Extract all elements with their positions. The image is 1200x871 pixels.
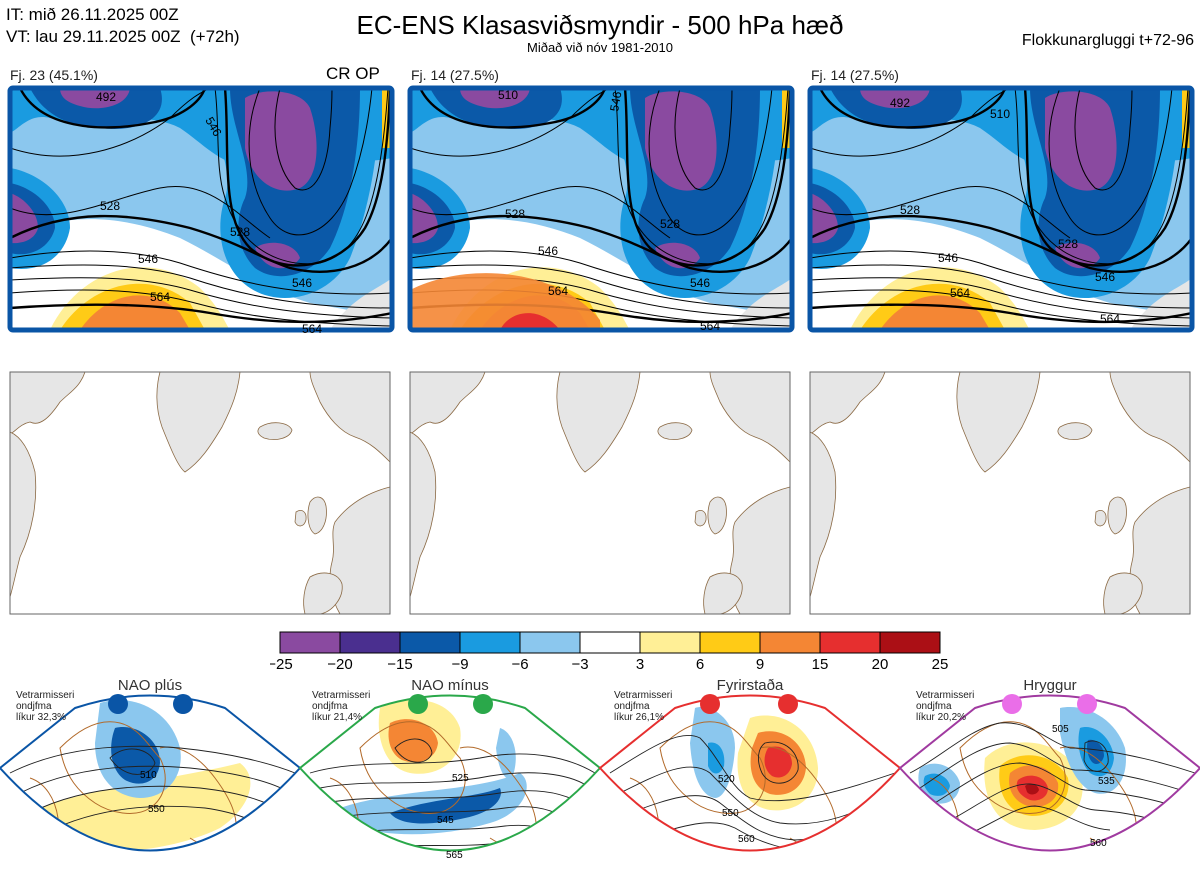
regime-prob-nao-minus: Vetrarmisseri ondjfma líkur 21,4% xyxy=(312,690,371,723)
cluster-1-contour-label: 528 xyxy=(100,199,120,213)
header-times: IT: mið 26.11.2025 00Z VT: lau 29.11.202… xyxy=(6,4,240,48)
regime-name-blocking: Fyrirstaða xyxy=(716,677,784,694)
valid-time: VT: lau 29.11.2025 00Z (+72h) xyxy=(6,27,240,46)
cluster-3-contour-label: 492 xyxy=(890,96,910,110)
cluster-2-map xyxy=(410,88,792,330)
cluster-2-contour-label: 546 xyxy=(607,90,624,112)
regime-contour-label: 545 xyxy=(437,815,454,826)
regime-contour-label: 550 xyxy=(148,804,165,815)
regime-name-ridge: Hryggur xyxy=(1023,677,1077,694)
cluster-2-contour-label: 510 xyxy=(498,88,518,102)
regime-contour-label: 505 xyxy=(1052,724,1069,735)
regime-contour-label: 525 xyxy=(452,773,469,784)
regime-prob-ridge: Vetrarmisseri ondjfma líkur 20,2% xyxy=(916,690,975,723)
colorbar-tick-label: −15 xyxy=(387,656,412,673)
colorbar-tick-label: 15 xyxy=(812,656,829,673)
cluster-1-tag: CR OP xyxy=(326,64,380,83)
regime-contour-label: 535 xyxy=(1098,776,1115,787)
cluster-1-contour-label: 546 xyxy=(292,276,312,290)
colorbar-tick-label: 25 xyxy=(932,656,949,673)
regime-name-nao-minus: NAO mínus xyxy=(411,677,489,694)
regime-contour-label: 565 xyxy=(446,850,463,861)
regime-contour-label: 560 xyxy=(1090,838,1107,849)
cluster-2-contour-label: 528 xyxy=(505,207,525,221)
cluster-2-contour-label: 528 xyxy=(660,217,680,231)
cluster-2-contour-label: 546 xyxy=(538,244,558,258)
cluster-3-contour-label: 528 xyxy=(900,203,920,217)
classification-window: Flokkunargluggi t+72-96 xyxy=(1021,32,1194,49)
regime-contour-label: 560 xyxy=(738,834,755,845)
cluster-3-contour-label: 564 xyxy=(1100,312,1120,326)
cluster-3-contour-label: 510 xyxy=(990,107,1010,121)
colorbar-tick-label: 9 xyxy=(756,656,764,673)
cluster-3-label: Fj. 14 (27.5%) xyxy=(811,67,899,83)
regime-contour-label: 520 xyxy=(718,774,735,785)
cluster-2-contour-label: 546 xyxy=(690,276,710,290)
cluster-1-contour-label: 564 xyxy=(302,322,322,336)
cluster-1-contour-label: 564 xyxy=(150,290,170,304)
page-subtitle: Miðað við nóv 1981-2010 xyxy=(527,40,673,55)
regime-contour-label: 550 xyxy=(722,808,739,819)
colorbar-tick-label: −9 xyxy=(451,656,468,673)
cluster-1-contour-label: 528 xyxy=(230,225,250,239)
regime-name-nao-plus: NAO plús xyxy=(117,677,183,694)
colorbar-tick-label: −20 xyxy=(327,656,352,673)
colorbar-tick-label: 20 xyxy=(872,656,889,673)
cluster-3-contour-label: 564 xyxy=(950,286,970,300)
colorbar-tick-label: −3 xyxy=(571,656,588,673)
colorbar-tick-label: −25 xyxy=(270,656,293,673)
regime-prob-nao-plus: Vetrarmisseri ondjfma líkur 32,3% xyxy=(16,690,75,723)
cluster-2-contour-label: 564 xyxy=(548,284,568,298)
cluster-1-label: Fj. 23 (45.1%) xyxy=(10,67,98,83)
cluster-1-contour-label: 492 xyxy=(96,90,116,104)
colorbar-tick-label: −6 xyxy=(511,656,528,673)
initial-time: IT: mið 26.11.2025 00Z xyxy=(6,5,179,24)
colorbar-tick-label: 6 xyxy=(696,656,704,673)
cluster-1-contour-label: 546 xyxy=(138,252,158,266)
colorbar-tick-label: 3 xyxy=(636,656,644,673)
cluster-3-contour-label: 546 xyxy=(1095,270,1115,284)
cluster-3-contour-label: 528 xyxy=(1058,237,1078,251)
page-title: EC-ENS Klasasviðsmyndir - 500 hPa hæð xyxy=(356,10,844,40)
regime-contour-label: 510 xyxy=(140,770,157,781)
cluster-2-label: Fj. 14 (27.5%) xyxy=(411,67,499,83)
regime-prob-blocking: Vetrarmisseri ondjfma líkur 26,1% xyxy=(614,690,673,723)
colorbar-swatch xyxy=(879,631,941,654)
cluster-3-contour-label: 546 xyxy=(938,251,958,265)
colorbar: −25 −20 −15 −9 −6 −3 3 6 9 15 20 25 xyxy=(270,631,949,673)
cluster-2-contour-label: 564 xyxy=(700,319,720,333)
